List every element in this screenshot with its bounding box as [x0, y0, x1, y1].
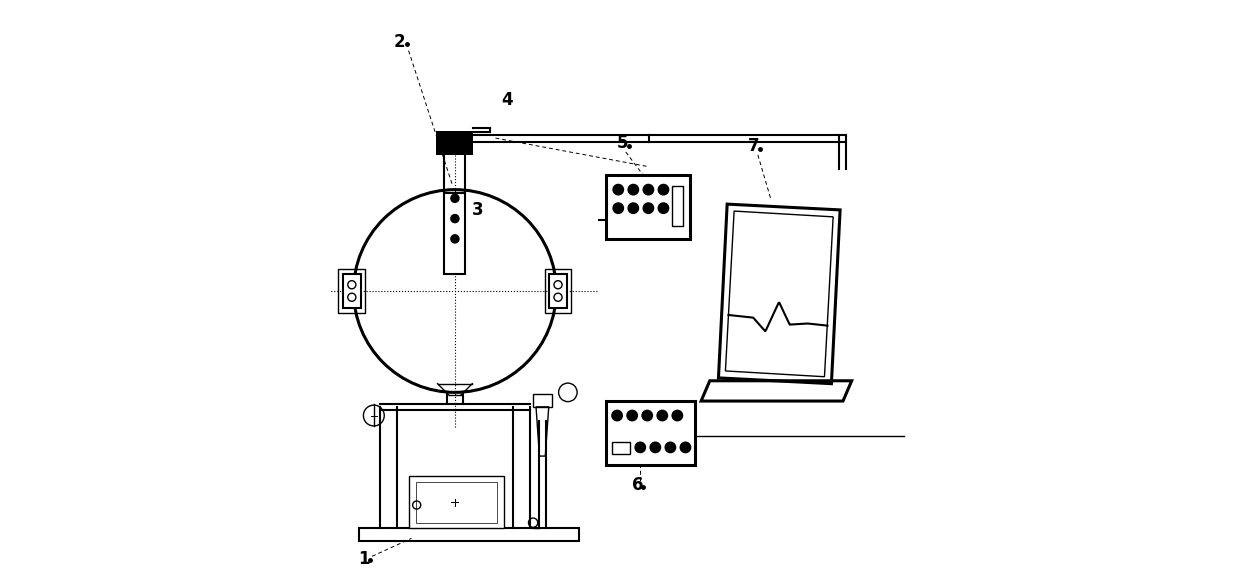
Polygon shape: [725, 211, 833, 377]
Bar: [436, 130, 474, 155]
Circle shape: [681, 442, 691, 453]
Text: 5: 5: [618, 134, 629, 152]
Text: 1: 1: [358, 549, 370, 567]
Text: 7: 7: [748, 137, 759, 155]
Bar: [533, 394, 552, 407]
Circle shape: [657, 410, 667, 421]
Circle shape: [451, 215, 459, 223]
Bar: [343, 274, 361, 308]
Circle shape: [613, 203, 624, 214]
Circle shape: [644, 184, 653, 195]
Circle shape: [451, 235, 459, 243]
Circle shape: [650, 442, 661, 453]
Circle shape: [611, 410, 622, 421]
Circle shape: [665, 442, 676, 453]
Bar: [544, 269, 572, 313]
Circle shape: [627, 410, 637, 421]
Bar: [672, 186, 682, 226]
Circle shape: [658, 203, 668, 214]
Bar: [605, 401, 696, 465]
Bar: [409, 476, 505, 528]
Bar: [613, 442, 630, 455]
Text: 3: 3: [472, 201, 484, 219]
Text: 2: 2: [394, 33, 405, 51]
Text: 4: 4: [501, 91, 513, 109]
Circle shape: [644, 203, 653, 214]
Circle shape: [613, 184, 624, 195]
Bar: [360, 528, 579, 541]
Circle shape: [658, 184, 668, 195]
Circle shape: [629, 203, 639, 214]
Bar: [605, 175, 689, 239]
Bar: [339, 269, 365, 313]
Circle shape: [672, 410, 682, 421]
Circle shape: [629, 184, 639, 195]
Circle shape: [642, 410, 652, 421]
Text: 6: 6: [631, 476, 644, 494]
Bar: [549, 274, 567, 308]
Bar: [444, 193, 465, 274]
Bar: [415, 482, 497, 523]
Circle shape: [451, 194, 459, 203]
Circle shape: [635, 442, 646, 453]
